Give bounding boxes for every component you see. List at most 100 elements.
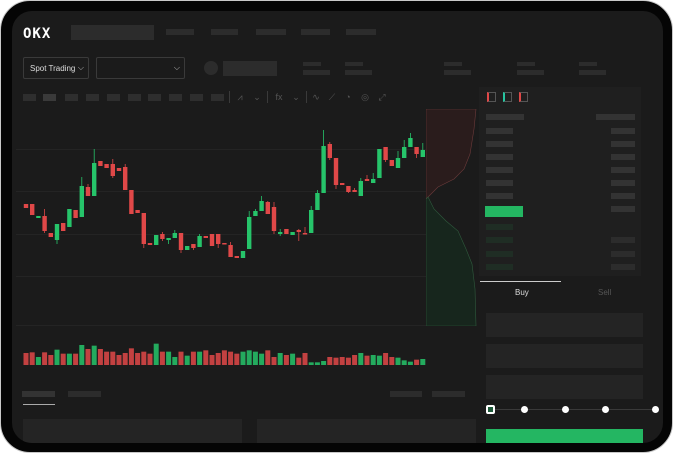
volume-bar bbox=[376, 355, 382, 365]
ask-price bbox=[486, 193, 513, 199]
volume-bar bbox=[141, 351, 147, 365]
header-search-placeholder[interactable] bbox=[71, 25, 154, 40]
candle-up bbox=[253, 211, 258, 216]
volume-bar bbox=[91, 345, 97, 365]
orderbook-bids-icon[interactable] bbox=[503, 92, 512, 102]
nav-item[interactable] bbox=[301, 29, 330, 35]
nav-item[interactable] bbox=[211, 29, 238, 35]
volume-bar bbox=[283, 355, 289, 365]
volume-bar bbox=[147, 353, 153, 365]
candle-up bbox=[377, 149, 382, 178]
interval-button[interactable] bbox=[190, 94, 203, 101]
candle-down bbox=[327, 144, 332, 158]
settings-icon[interactable]: ◎ bbox=[361, 92, 369, 102]
candle-up bbox=[420, 150, 425, 157]
volume-bar bbox=[420, 359, 426, 365]
gridline bbox=[16, 276, 426, 277]
orderbook-both-icon[interactable] bbox=[487, 92, 496, 102]
ask-amount bbox=[611, 206, 635, 212]
slider-step-50[interactable] bbox=[562, 406, 569, 413]
candles-icon[interactable]: ⩘ bbox=[237, 92, 243, 102]
orders-tab[interactable] bbox=[22, 391, 55, 397]
tab-sell[interactable]: Sell bbox=[598, 288, 612, 297]
volume-bar bbox=[302, 353, 308, 365]
volume-bar bbox=[66, 353, 72, 365]
volume-bar bbox=[73, 353, 79, 365]
fullscreen-icon[interactable]: ⤢ bbox=[378, 92, 386, 102]
interval-button[interactable] bbox=[148, 94, 161, 101]
toolbar-divider bbox=[306, 91, 307, 103]
candle-up bbox=[185, 246, 190, 250]
volume-bar bbox=[135, 353, 141, 365]
candle-up bbox=[166, 238, 171, 240]
order-card bbox=[23, 419, 242, 443]
nav-item[interactable] bbox=[256, 29, 286, 35]
interval-button[interactable] bbox=[23, 94, 36, 101]
candle-down bbox=[61, 223, 66, 231]
interval-button-active[interactable] bbox=[43, 94, 56, 101]
price-input[interactable] bbox=[486, 313, 643, 337]
candle-down bbox=[216, 234, 221, 244]
candle-up bbox=[315, 193, 320, 210]
candle-down bbox=[85, 187, 91, 196]
interval-button[interactable] bbox=[211, 94, 224, 101]
amount-input[interactable] bbox=[486, 344, 643, 368]
fx-icon[interactable]: fx bbox=[275, 92, 283, 102]
draw-icon[interactable]: ⟋ bbox=[328, 92, 336, 102]
volume-bar bbox=[339, 357, 345, 365]
candle-down bbox=[302, 233, 308, 235]
candle-down bbox=[209, 234, 215, 246]
candle-up bbox=[321, 146, 326, 193]
interval-button[interactable] bbox=[128, 94, 141, 101]
candle-down bbox=[265, 202, 270, 214]
candle-down bbox=[123, 167, 128, 190]
buy-button[interactable] bbox=[486, 429, 643, 443]
candle-up bbox=[309, 210, 314, 233]
history-tab[interactable] bbox=[68, 391, 101, 397]
ask-price bbox=[486, 128, 513, 134]
orderbook-asks-icon[interactable] bbox=[519, 92, 528, 102]
interval-button[interactable] bbox=[107, 94, 120, 101]
slider-step-25[interactable] bbox=[521, 406, 528, 413]
chevron-down-icon[interactable]: ⌄ bbox=[292, 92, 300, 102]
volume-bar bbox=[104, 351, 110, 365]
gridline bbox=[16, 325, 426, 326]
volume-bar bbox=[414, 359, 420, 365]
interval-button[interactable] bbox=[86, 94, 99, 101]
candle-up bbox=[54, 224, 60, 240]
nav-item[interactable] bbox=[166, 29, 194, 35]
slider-step-100[interactable] bbox=[652, 406, 659, 413]
ask-amount bbox=[611, 193, 635, 199]
volume-bar bbox=[259, 353, 265, 365]
volume-bar bbox=[79, 345, 85, 365]
filter-button[interactable] bbox=[390, 391, 422, 397]
total-input[interactable] bbox=[486, 375, 643, 399]
indicator-icon[interactable]: ⌄ bbox=[253, 92, 261, 102]
volume-bar bbox=[209, 355, 215, 365]
candle-up bbox=[154, 235, 159, 245]
volume-bar bbox=[29, 352, 35, 365]
tab-buy[interactable]: Buy bbox=[515, 288, 529, 297]
filter-button[interactable] bbox=[432, 391, 465, 397]
slider-step-75[interactable] bbox=[602, 406, 609, 413]
candle-up bbox=[371, 179, 376, 183]
volume-bar bbox=[166, 351, 172, 365]
spot-trading-label: Spot Trading bbox=[30, 63, 76, 73]
volume-bar bbox=[97, 349, 103, 365]
line-icon[interactable]: ∿ bbox=[312, 92, 320, 102]
camera-icon[interactable]: ◔ bbox=[345, 92, 351, 102]
slider-track[interactable] bbox=[491, 409, 658, 410]
volume-bar bbox=[35, 357, 41, 365]
ask-price bbox=[486, 180, 513, 186]
slider-handle[interactable] bbox=[486, 405, 495, 414]
candlestick-chart[interactable] bbox=[16, 121, 426, 371]
stat-value bbox=[345, 70, 372, 75]
volume-bar bbox=[221, 350, 227, 365]
spot-trading-select[interactable]: Spot Trading ⌵ bbox=[23, 57, 89, 79]
nav-item[interactable] bbox=[346, 29, 376, 35]
pair-select[interactable]: ⌵ bbox=[96, 57, 185, 79]
interval-button[interactable] bbox=[65, 94, 78, 101]
interval-button[interactable] bbox=[169, 94, 182, 101]
depth-bids-area bbox=[426, 196, 477, 326]
